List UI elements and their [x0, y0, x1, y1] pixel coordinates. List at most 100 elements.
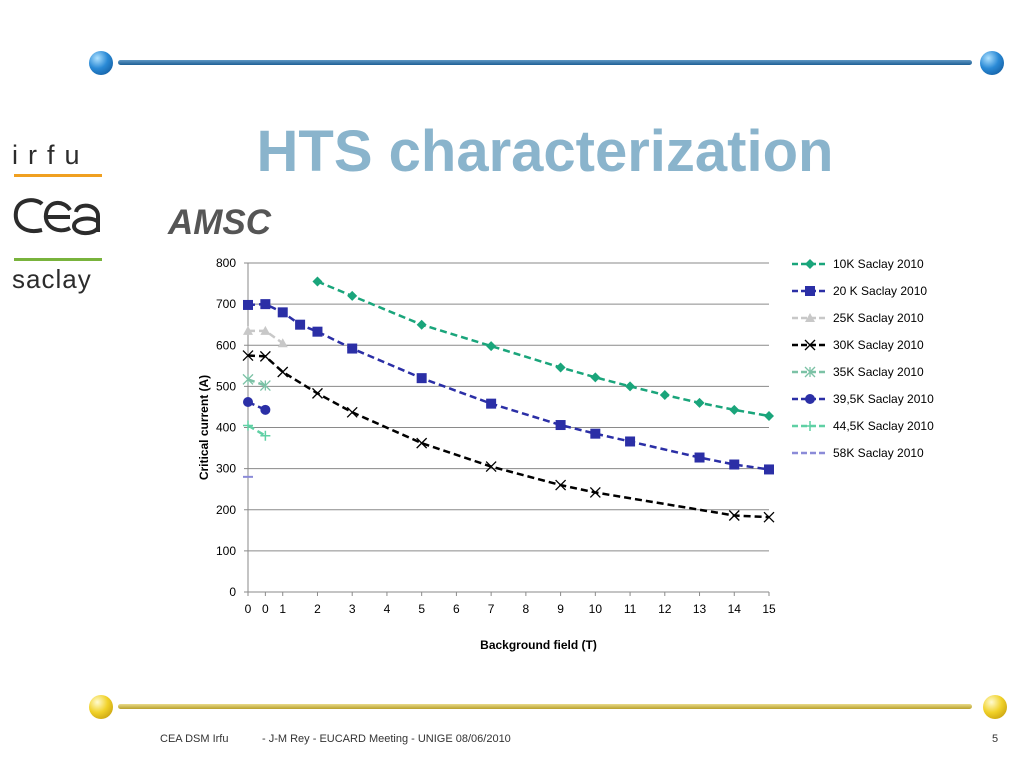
bottom-rule	[118, 704, 972, 709]
series-5	[243, 397, 271, 415]
series-2	[243, 325, 288, 348]
data-point	[694, 397, 705, 408]
data-point	[242, 373, 254, 385]
data-point	[555, 420, 566, 431]
legend-label: 20 K Saclay 2010	[833, 284, 927, 298]
slide-title: HTS characterization	[256, 119, 834, 184]
legend-label: 35K Saclay 2010	[833, 365, 924, 379]
x-tick-label: 9	[557, 602, 564, 616]
x-tick-label: 12	[658, 602, 672, 616]
x-tick-label: 6	[453, 602, 460, 616]
page-number: 5	[992, 733, 999, 745]
y-tick-label: 700	[216, 297, 236, 311]
legend-label: 10K Saclay 2010	[833, 257, 924, 271]
saclay-overline	[14, 258, 102, 261]
y-tick-label: 600	[216, 338, 236, 352]
y-tick-label: 100	[216, 544, 236, 558]
data-point	[260, 299, 271, 310]
irfu-logo: irfu	[12, 140, 90, 170]
data-point	[242, 350, 254, 361]
data-point	[764, 410, 774, 421]
data-point	[312, 326, 323, 337]
series-6	[243, 420, 271, 441]
y-tick-label: 500	[216, 379, 236, 393]
series-1	[243, 299, 774, 475]
data-point	[728, 510, 740, 521]
data-point	[589, 487, 601, 498]
data-point	[590, 428, 601, 439]
legend-marker	[805, 286, 815, 296]
data-point	[694, 452, 705, 463]
irfu-underline	[14, 174, 102, 177]
saclay-logo: saclay	[12, 264, 92, 294]
data-point	[346, 406, 358, 418]
data-point	[729, 459, 740, 470]
series-line	[247, 354, 770, 519]
x-tick-label: 14	[728, 602, 742, 616]
series-line	[247, 302, 770, 471]
data-point	[347, 343, 358, 354]
x-tick-label: 15	[762, 602, 776, 616]
data-point	[277, 307, 288, 318]
y-tick-label: 0	[229, 585, 236, 599]
x-tick-label: 0	[245, 602, 252, 616]
cea-logo: cea	[13, 198, 100, 235]
data-point	[243, 397, 253, 408]
x-tick-label: 1	[279, 602, 286, 616]
data-point	[243, 299, 253, 310]
legend-marker	[805, 259, 815, 269]
legend-item: 35K Saclay 2010	[792, 365, 924, 379]
data-point	[555, 479, 567, 491]
y-tick-label: 400	[216, 421, 236, 435]
legend-label: 39,5K Saclay 2010	[833, 392, 934, 406]
data-point	[625, 436, 636, 447]
x-tick-label: 13	[693, 602, 707, 616]
data-point	[555, 362, 566, 373]
x-tick-label: 5	[418, 602, 425, 616]
data-point	[486, 341, 497, 352]
data-point	[659, 390, 670, 401]
data-point	[590, 372, 601, 383]
x-axis-title: Background field (T)	[480, 638, 597, 652]
data-point	[486, 398, 497, 409]
legend-marker	[804, 366, 816, 378]
data-point	[260, 325, 271, 335]
data-point	[260, 404, 271, 415]
legend-marker	[804, 339, 816, 351]
legend-item: 25K Saclay 2010	[792, 311, 924, 325]
x-tick-label: 8	[523, 602, 530, 616]
data-point	[347, 290, 358, 301]
x-tick-label: 3	[349, 602, 356, 616]
x-tick-label: 11	[624, 602, 637, 616]
series-line	[316, 280, 770, 418]
data-point	[243, 420, 253, 431]
legend-marker	[805, 313, 815, 322]
data-point	[277, 338, 288, 348]
data-point	[312, 387, 323, 399]
legend-item: 30K Saclay 2010	[792, 338, 924, 352]
x-tick-label: 0	[262, 602, 269, 616]
data-point	[260, 430, 271, 441]
data-point	[295, 319, 306, 330]
y-tick-label: 200	[216, 503, 236, 517]
x-tick-label: 10	[589, 602, 603, 616]
slide-subtitle: AMSC	[168, 203, 272, 242]
top-rule	[118, 60, 972, 65]
legend-item: 44,5K Saclay 2010	[792, 419, 934, 433]
data-point	[259, 350, 271, 362]
footer-organization: CEA DSM Irfu	[160, 733, 229, 745]
series-0	[312, 276, 774, 421]
data-point	[416, 373, 427, 384]
legend-item: 10K Saclay 2010	[792, 257, 924, 271]
series-line	[247, 424, 267, 437]
top-left-bullet	[89, 51, 113, 75]
legend-marker	[805, 421, 815, 431]
bottom-left-bullet	[89, 695, 113, 719]
x-tick-label: 4	[384, 602, 391, 616]
data-point	[277, 366, 289, 378]
legend-label: 25K Saclay 2010	[833, 311, 924, 325]
legend-item: 58K Saclay 2010	[792, 446, 924, 460]
legend-item: 39,5K Saclay 2010	[792, 392, 934, 406]
series-4	[242, 373, 271, 392]
